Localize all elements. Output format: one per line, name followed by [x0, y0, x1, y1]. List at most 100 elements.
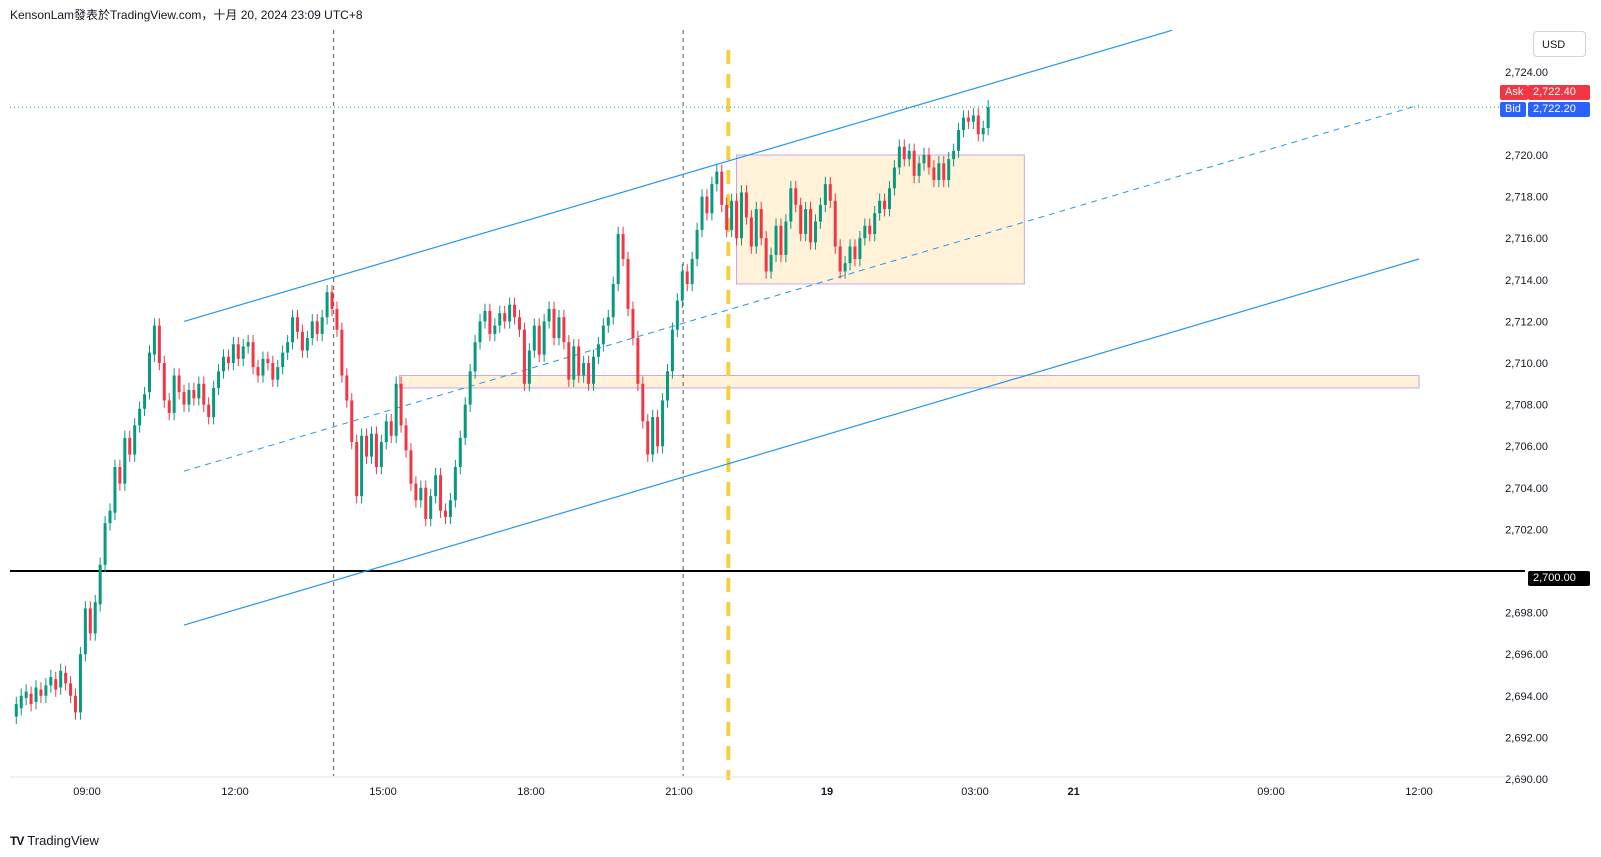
candle-body [325, 292, 329, 318]
candle-body [596, 344, 600, 357]
candle-body [641, 383, 645, 422]
candle-body [83, 608, 87, 655]
candle-body [246, 342, 250, 347]
candle-body [705, 196, 709, 214]
candle-body [44, 685, 48, 696]
candle-body [725, 204, 729, 230]
candle-body [138, 408, 142, 426]
candle-body [118, 467, 122, 484]
candle-body [207, 404, 211, 418]
candle-body [226, 356, 230, 363]
candle-body [448, 500, 452, 517]
candle-body [443, 510, 447, 517]
currency-button[interactable]: USD [1533, 31, 1586, 57]
candle-body [29, 693, 33, 705]
candle-body [685, 271, 689, 284]
candle-body [542, 321, 546, 355]
bid-label: Bid [1500, 102, 1526, 117]
range-box [736, 154, 1025, 285]
candle-body [665, 371, 669, 401]
candle-body [957, 130, 961, 151]
candle-body [690, 259, 694, 284]
ask-text: Ask [1505, 86, 1524, 98]
candle-body [286, 342, 290, 353]
tradingview-logo-icon: TV [10, 833, 24, 848]
candle-body [976, 115, 980, 135]
y-axis-tick-label: 2,690.00 [1505, 774, 1548, 786]
y-axis-tick-label: 2,720.00 [1505, 150, 1548, 162]
candle-body [764, 238, 768, 272]
candle-body [700, 196, 704, 230]
candle-body [187, 390, 191, 405]
candle-body [365, 435, 369, 457]
candle-body [794, 188, 798, 205]
candle-body [591, 356, 595, 384]
candle-body [300, 331, 304, 351]
candle-body [157, 325, 161, 363]
candle-body [912, 150, 916, 176]
x-axis-tick-label: 21 [1068, 786, 1080, 798]
bid-value: 2,722.20 [1533, 103, 1576, 115]
candle-body [360, 435, 364, 497]
candle-body [878, 200, 882, 214]
candle-body [661, 400, 665, 447]
candle-body [626, 259, 630, 309]
candle-body [636, 338, 640, 384]
candle-body [572, 346, 576, 380]
candle-body [779, 225, 783, 255]
candle-body [295, 317, 299, 332]
candle-body [828, 184, 832, 201]
candle-body [508, 304, 512, 322]
candle-body [394, 383, 398, 436]
candle-body [809, 209, 813, 243]
candle-body [69, 683, 73, 696]
candle-body [720, 171, 724, 205]
candle-body [488, 311, 492, 334]
candle-body [320, 317, 324, 334]
candle-body [276, 367, 280, 380]
candle-body [942, 163, 946, 180]
candle-body [651, 417, 655, 455]
candle-body [241, 346, 245, 359]
candle-body [517, 317, 521, 330]
candle-body [315, 321, 319, 334]
candle-body [409, 450, 413, 484]
candle-body [907, 150, 911, 160]
candle-body [552, 308, 556, 339]
candle-body [947, 159, 951, 180]
candle-body [527, 350, 531, 384]
candle-body [557, 317, 561, 339]
candle-body [24, 691, 28, 698]
y-axis-tick-label: 2,694.00 [1505, 691, 1548, 703]
candle-body [789, 188, 793, 222]
y-axis-tick-label: 2,714.00 [1505, 275, 1548, 287]
candle-body [103, 523, 107, 565]
candle-body [478, 321, 482, 343]
candle-body [813, 221, 817, 243]
x-axis-tick-label: 18:00 [517, 786, 545, 798]
candle-body [937, 163, 941, 180]
candle-body [577, 346, 581, 376]
candle-body [147, 352, 151, 393]
candle-body [843, 263, 847, 272]
candle-body [932, 167, 936, 180]
candle-body [256, 367, 260, 376]
y-axis-tick-label: 2,710.00 [1505, 358, 1548, 370]
candle-body [562, 317, 566, 343]
candle-body [379, 442, 383, 467]
candle-body [656, 417, 660, 447]
tradingview-logo[interactable]: TV TradingView [10, 833, 99, 848]
candle-body [749, 217, 753, 247]
x-axis-tick-label: 12:00 [221, 786, 249, 798]
candle-body [355, 442, 359, 497]
candle-body [59, 670, 63, 688]
candle-body [784, 221, 788, 255]
y-axis-tick-label: 2,704.00 [1505, 483, 1548, 495]
candle-body [113, 467, 117, 513]
candle-body [453, 467, 457, 501]
y-axis-tick-label: 2,696.00 [1505, 649, 1548, 661]
candle-body [212, 387, 216, 418]
y-axis-tick-label: 2,698.00 [1505, 608, 1548, 620]
candle-body [473, 342, 477, 372]
